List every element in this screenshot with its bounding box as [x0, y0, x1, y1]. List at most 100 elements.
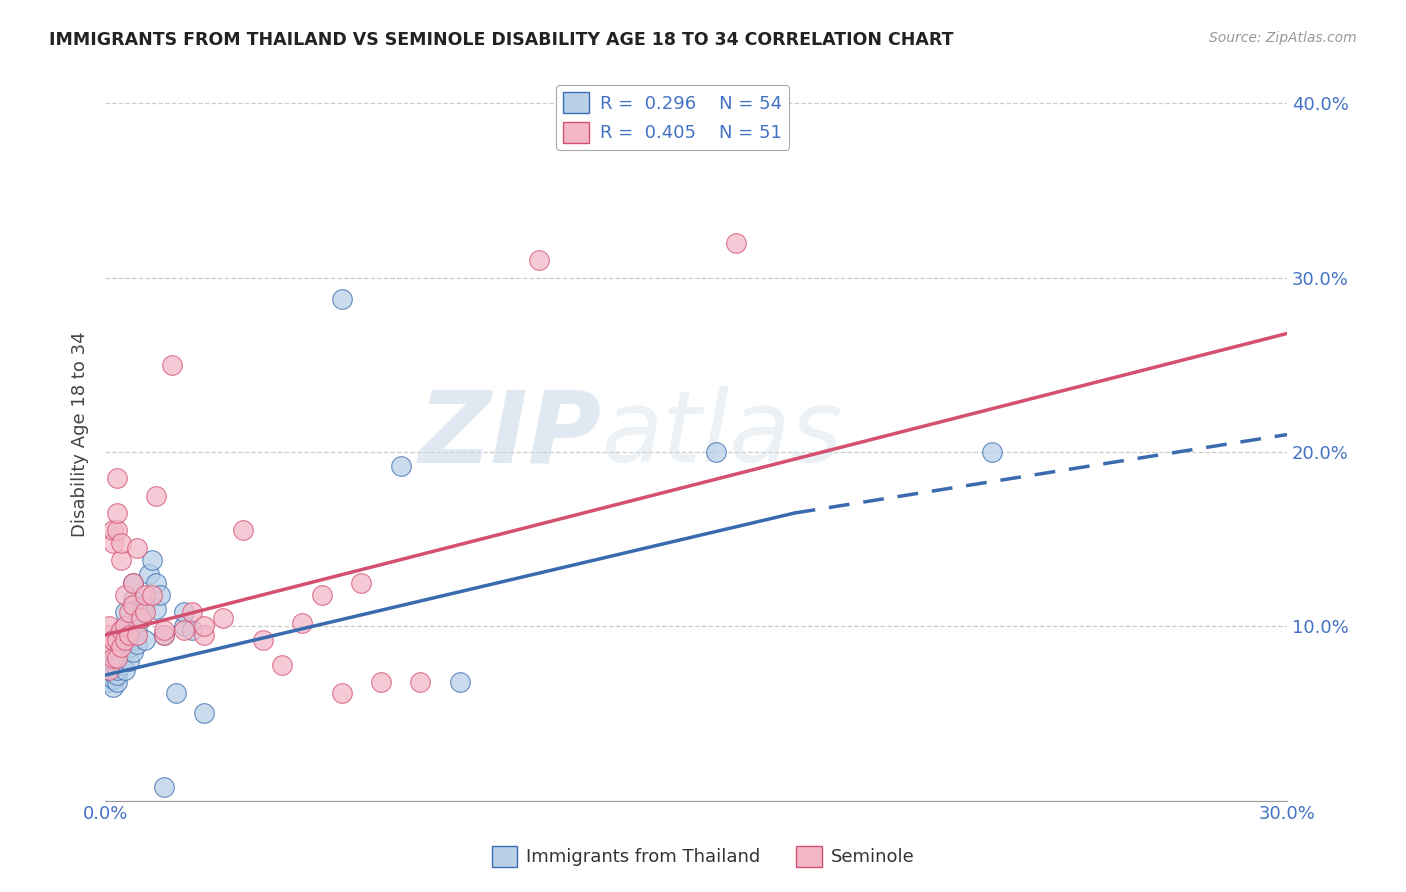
Point	[101, 633, 124, 648]
Point	[724, 235, 747, 250]
Point	[105, 628, 128, 642]
Point	[105, 668, 128, 682]
Point	[101, 654, 124, 668]
Point	[145, 575, 167, 590]
Point	[110, 633, 132, 648]
Point	[118, 628, 141, 642]
Point	[118, 628, 141, 642]
Point	[98, 663, 121, 677]
Point	[98, 663, 121, 677]
Point	[105, 637, 128, 651]
Point	[141, 553, 163, 567]
Point	[110, 640, 132, 655]
Point	[125, 628, 148, 642]
Point	[118, 606, 141, 620]
Text: atlas: atlas	[602, 386, 844, 483]
Point	[141, 588, 163, 602]
Point	[121, 575, 143, 590]
Point	[98, 668, 121, 682]
Point	[134, 599, 156, 613]
Point	[101, 672, 124, 686]
Point	[105, 471, 128, 485]
Point	[165, 685, 187, 699]
Point	[105, 650, 128, 665]
Point	[153, 623, 176, 637]
Point	[110, 553, 132, 567]
Point	[212, 610, 235, 624]
Point	[173, 623, 195, 637]
Point	[134, 588, 156, 602]
Point	[118, 654, 141, 668]
Point	[98, 657, 121, 672]
Point	[134, 606, 156, 620]
Point	[101, 535, 124, 549]
Point	[114, 645, 136, 659]
Point	[121, 593, 143, 607]
Point	[180, 606, 202, 620]
Point	[271, 657, 294, 672]
Point	[121, 645, 143, 659]
Point	[110, 535, 132, 549]
Point	[114, 633, 136, 648]
Point	[105, 524, 128, 538]
Legend: R =  0.296    N = 54, R =  0.405    N = 51: R = 0.296 N = 54, R = 0.405 N = 51	[557, 85, 789, 150]
Point	[105, 633, 128, 648]
Point	[98, 640, 121, 655]
Legend: Immigrants from Thailand, Seminole: Immigrants from Thailand, Seminole	[485, 838, 921, 874]
Point	[173, 619, 195, 633]
Point	[704, 445, 727, 459]
Point	[291, 615, 314, 630]
Point	[232, 524, 254, 538]
Point	[370, 675, 392, 690]
Text: IMMIGRANTS FROM THAILAND VS SEMINOLE DISABILITY AGE 18 TO 34 CORRELATION CHART: IMMIGRANTS FROM THAILAND VS SEMINOLE DIS…	[49, 31, 953, 49]
Point	[145, 602, 167, 616]
Y-axis label: Disability Age 18 to 34: Disability Age 18 to 34	[72, 332, 89, 537]
Point	[145, 489, 167, 503]
Point	[101, 650, 124, 665]
Point	[101, 681, 124, 695]
Point	[114, 619, 136, 633]
Point	[110, 623, 132, 637]
Point	[114, 588, 136, 602]
Point	[134, 633, 156, 648]
Point	[121, 633, 143, 648]
Point	[129, 610, 152, 624]
Point	[125, 541, 148, 555]
Point	[98, 675, 121, 690]
Point	[173, 606, 195, 620]
Point	[409, 675, 432, 690]
Point	[193, 619, 215, 633]
Point	[980, 445, 1002, 459]
Point	[110, 657, 132, 672]
Point	[252, 633, 274, 648]
Point	[105, 506, 128, 520]
Point	[153, 628, 176, 642]
Point	[330, 292, 353, 306]
Point	[105, 650, 128, 665]
Point	[149, 588, 172, 602]
Point	[121, 575, 143, 590]
Point	[121, 599, 143, 613]
Point	[105, 663, 128, 677]
Point	[193, 628, 215, 642]
Point	[311, 588, 333, 602]
Point	[138, 567, 160, 582]
Point	[101, 524, 124, 538]
Point	[350, 575, 373, 590]
Point	[586, 122, 609, 136]
Point	[105, 675, 128, 690]
Point	[160, 358, 183, 372]
Point	[114, 663, 136, 677]
Point	[101, 666, 124, 681]
Point	[114, 619, 136, 633]
Point	[449, 675, 471, 690]
Point	[153, 780, 176, 794]
Point	[98, 619, 121, 633]
Point	[153, 628, 176, 642]
Point	[110, 623, 132, 637]
Point	[101, 645, 124, 659]
Text: ZIP: ZIP	[419, 386, 602, 483]
Point	[98, 628, 121, 642]
Point	[118, 640, 141, 655]
Point	[129, 610, 152, 624]
